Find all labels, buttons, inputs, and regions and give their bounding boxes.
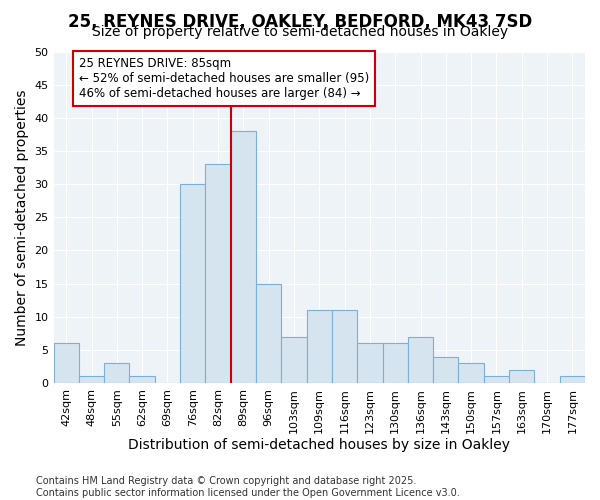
Bar: [357, 344, 383, 383]
Bar: [332, 310, 357, 383]
Bar: [509, 370, 535, 383]
Bar: [53, 344, 79, 383]
Y-axis label: Number of semi-detached properties: Number of semi-detached properties: [15, 89, 29, 345]
Text: Size of property relative to semi-detached houses in Oakley: Size of property relative to semi-detach…: [92, 25, 508, 39]
Bar: [383, 344, 408, 383]
Text: Contains HM Land Registry data © Crown copyright and database right 2025.
Contai: Contains HM Land Registry data © Crown c…: [36, 476, 460, 498]
Bar: [484, 376, 509, 383]
Text: 25 REYNES DRIVE: 85sqm
← 52% of semi-detached houses are smaller (95)
46% of sem: 25 REYNES DRIVE: 85sqm ← 52% of semi-det…: [79, 57, 369, 100]
Bar: [230, 131, 256, 383]
Bar: [307, 310, 332, 383]
Bar: [130, 376, 155, 383]
Bar: [180, 184, 205, 383]
Bar: [433, 356, 458, 383]
Bar: [458, 363, 484, 383]
Bar: [79, 376, 104, 383]
Bar: [281, 336, 307, 383]
Bar: [104, 363, 130, 383]
Bar: [205, 164, 230, 383]
Bar: [408, 336, 433, 383]
Bar: [560, 376, 585, 383]
X-axis label: Distribution of semi-detached houses by size in Oakley: Distribution of semi-detached houses by …: [128, 438, 510, 452]
Bar: [256, 284, 281, 383]
Text: 25, REYNES DRIVE, OAKLEY, BEDFORD, MK43 7SD: 25, REYNES DRIVE, OAKLEY, BEDFORD, MK43 …: [68, 12, 532, 30]
